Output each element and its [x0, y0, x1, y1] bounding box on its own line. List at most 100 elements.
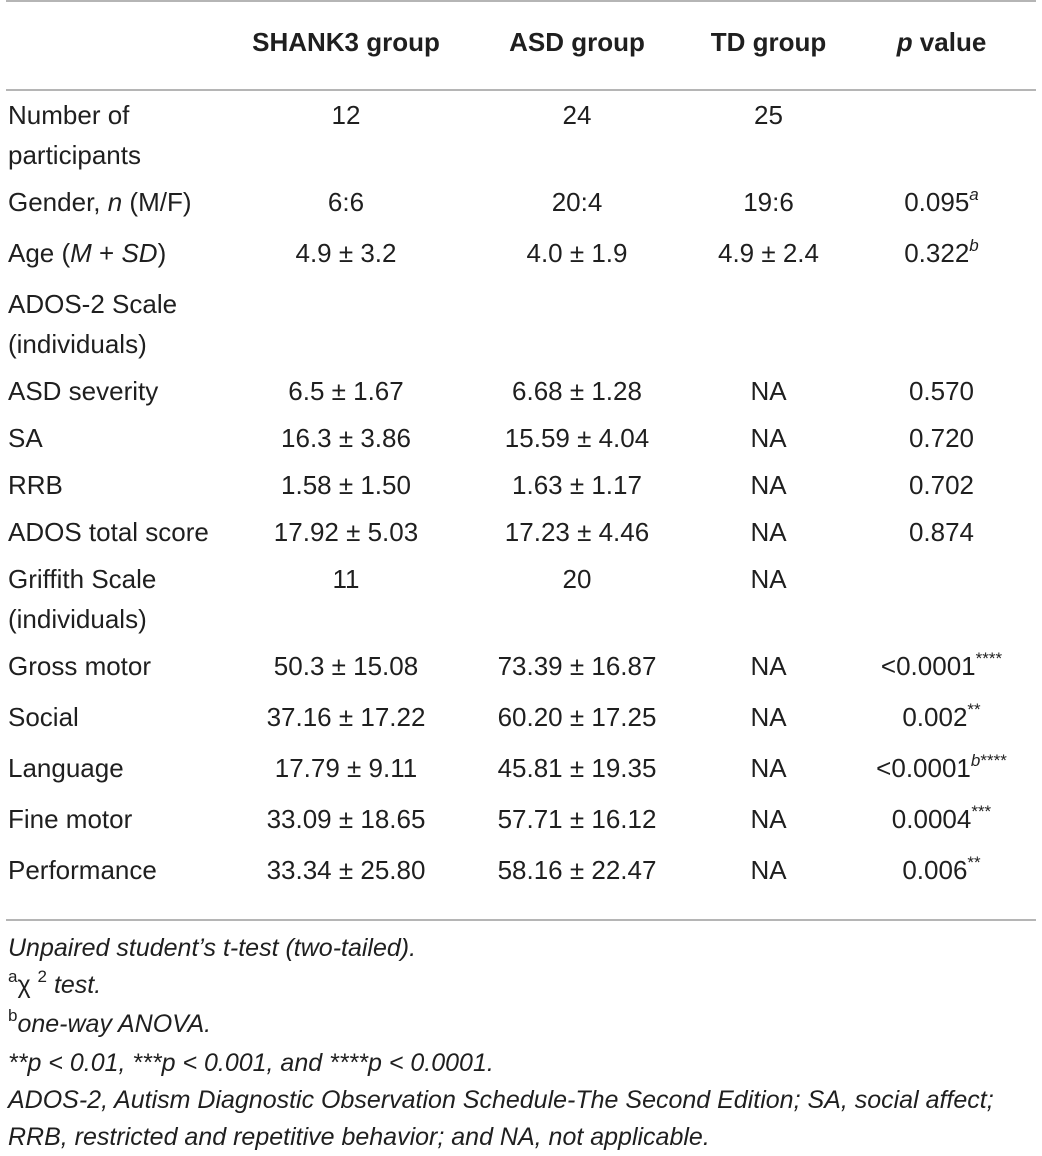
shank3-value: 6:6: [327, 187, 365, 217]
p-value: 0.002**: [845, 697, 1038, 748]
td-value: NA: [750, 470, 787, 500]
shank3-value: 12: [331, 100, 361, 130]
p-value-number: 0.570: [908, 376, 975, 406]
table-row: RRB 1.58 ± 1.50 1.63 ± 1.17 NA 0.702: [8, 465, 1038, 512]
td-value: 25: [754, 100, 783, 130]
p-value-number: 0.006: [902, 855, 968, 885]
shank3-value: 4.9 ± 3.2: [295, 238, 397, 268]
p-value: 0.570: [845, 371, 1038, 418]
td-value: NA: [750, 753, 787, 783]
table-bottom-rule: [6, 919, 1036, 921]
td-value: NA: [750, 855, 787, 885]
p-value-superscript: b****: [970, 751, 1007, 770]
row-label: Age (M + SD): [8, 238, 167, 268]
p-value-superscript: **: [967, 853, 981, 872]
table-row: Performance 33.34 ± 25.80 58.16 ± 22.47 NA 0…: [8, 850, 1038, 901]
p-value-superscript: b: [969, 236, 979, 255]
footnote-b: bone-way ANOVA.: [8, 1006, 1038, 1045]
asd-value: [462, 284, 692, 371]
footnote-b-mark: b: [8, 1006, 18, 1025]
p-value-number: 0.720: [908, 423, 975, 453]
header-rule: [6, 89, 1036, 91]
row-label: Griffith Scale (individuals): [8, 564, 157, 634]
p-value-number: 0.322: [904, 238, 970, 268]
td-value: NA: [750, 517, 787, 547]
row-label: Gross motor: [8, 651, 152, 681]
asd-value: 4.0 ± 1.9: [526, 238, 628, 268]
asd-value: 57.71 ± 16.12: [497, 804, 657, 834]
footnote-a-mark: a: [8, 967, 18, 986]
table-row: SA 16.3 ± 3.86 15.59 ± 4.04 NA 0.720: [8, 418, 1038, 465]
shank3-value: 33.09 ± 18.65: [266, 804, 426, 834]
table-row: Gender, n (M/F) 6:6 20:4 19:6 0.095a: [8, 182, 1038, 233]
asd-value: 17.23 ± 4.46: [504, 517, 650, 547]
p-value: 0.0004***: [845, 799, 1038, 850]
p-value-superscript: ****: [975, 649, 1003, 668]
shank3-value: 16.3 ± 3.86: [281, 423, 411, 453]
row-label: Number of participants: [8, 100, 141, 170]
footnote-significance: **p < 0.01, ***p < 0.001, and ****p < 0.…: [8, 1049, 494, 1077]
p-value-superscript: **: [967, 700, 981, 719]
row-label: Social: [8, 702, 79, 732]
p-value: <0.0001b****: [845, 748, 1038, 799]
footnote-a-chi: χ: [17, 971, 31, 999]
table-top-rule: [6, 0, 1036, 2]
shank3-value: 17.79 ± 9.11: [274, 753, 418, 783]
shank3-value: [230, 284, 462, 371]
table-row: Number of participants 12 24 25: [8, 67, 1038, 182]
table-row: Griffith Scale (individuals) 11 20 NA: [8, 559, 1038, 646]
asd-value: 20: [562, 564, 592, 594]
p-value: [845, 284, 1038, 371]
table-row: ASD severity 6.5 ± 1.67 6.68 ± 1.28 NA 0.570: [8, 371, 1038, 418]
header-asd-group: ASD group: [509, 27, 645, 57]
p-value-number: <0.0001: [876, 753, 971, 783]
row-label: SA: [8, 423, 43, 453]
p-value-number: 0.095: [904, 187, 970, 217]
participant-characteristics-table: SHANK3 group ASD group TD group p value …: [8, 17, 1038, 901]
p-value: 0.006**: [845, 850, 1038, 901]
row-label: Fine motor: [8, 804, 133, 834]
p-value-number: <0.0001: [880, 651, 976, 681]
asd-value: 60.20 ± 17.25: [497, 702, 657, 732]
td-value: 4.9 ± 2.4: [717, 238, 819, 268]
p-value: 0.322b: [845, 233, 1038, 284]
shank3-value: 37.16 ± 17.22: [266, 702, 426, 732]
td-value: NA: [750, 702, 787, 732]
asd-value: 58.16 ± 22.47: [497, 855, 657, 885]
p-value-superscript: ***: [971, 802, 992, 821]
table-body: Number of participants 12 24 25 Gender, n (M…: [8, 67, 1038, 901]
asd-value: 15.59 ± 4.04: [504, 423, 650, 453]
table-row: Gross motor 50.3 ± 15.08 73.39 ± 16.87 NA <0…: [8, 646, 1038, 697]
footnote-b-text: one-way ANOVA.: [17, 1010, 212, 1038]
p-value-number: 0.702: [908, 470, 975, 500]
header-row: SHANK3 group ASD group TD group p value: [8, 17, 1038, 67]
p-value: 0.095a: [845, 182, 1038, 233]
td-value: NA: [750, 376, 787, 406]
td-value: NA: [750, 423, 787, 453]
row-label: Language: [8, 753, 124, 783]
table-row: Social 37.16 ± 17.22 60.20 ± 17.25 NA 0.002*…: [8, 697, 1038, 748]
td-value: NA: [750, 804, 787, 834]
p-value: 0.874: [845, 512, 1038, 559]
table-row: ADOS-2 Scale (individuals): [8, 284, 1038, 371]
shank3-value: 33.34 ± 25.80: [266, 855, 426, 885]
p-value: [845, 559, 1038, 646]
row-label: ADOS total score: [8, 517, 209, 547]
row-label: ASD severity: [8, 376, 159, 406]
shank3-value: 11: [332, 564, 360, 594]
header-td-group: TD group: [710, 27, 827, 57]
footnote-a-text: test.: [47, 971, 102, 999]
p-value: 0.720: [845, 418, 1038, 465]
p-value-superscript: a: [969, 185, 979, 204]
asd-value: 24: [562, 100, 592, 130]
header-shank3-group: SHANK3 group: [252, 27, 440, 57]
td-value: 19:6: [743, 187, 794, 217]
table-row: Fine motor 33.09 ± 18.65 57.71 ± 16.12 NA 0.…: [8, 799, 1038, 850]
row-label: Performance: [8, 855, 157, 885]
shank3-value: 50.3 ± 15.08: [273, 651, 419, 681]
p-value: [845, 67, 1038, 182]
p-value: 0.702: [845, 465, 1038, 512]
td-value: [692, 284, 845, 371]
header-label-cell: [8, 17, 230, 67]
header-p-value: p value: [896, 27, 987, 57]
